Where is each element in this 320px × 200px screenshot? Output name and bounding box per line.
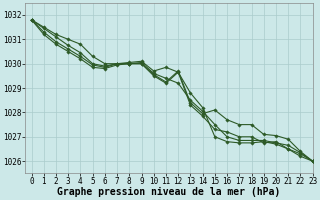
X-axis label: Graphe pression niveau de la mer (hPa): Graphe pression niveau de la mer (hPa) <box>57 187 281 197</box>
